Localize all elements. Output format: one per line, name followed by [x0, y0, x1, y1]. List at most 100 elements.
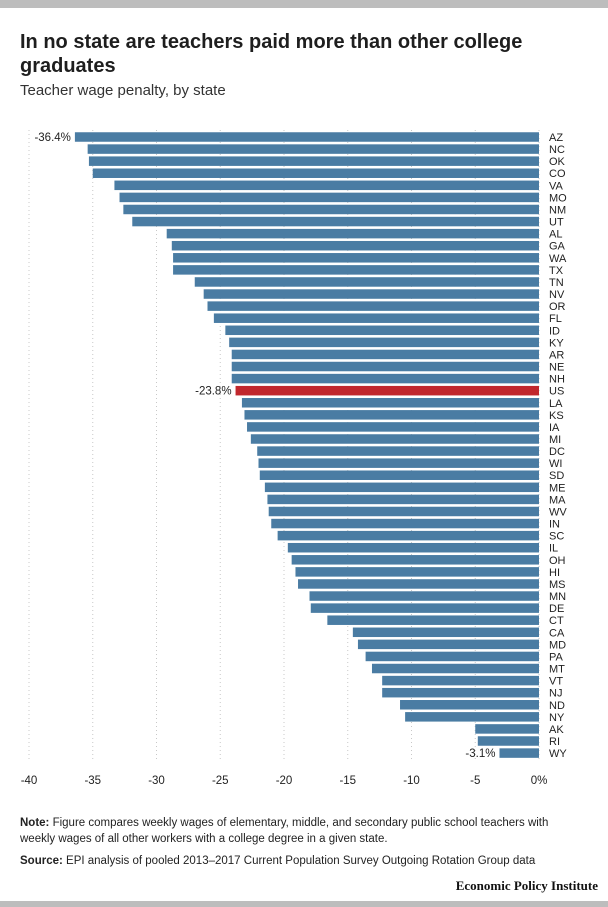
- category-label: IL: [549, 543, 558, 555]
- bar: [264, 482, 539, 493]
- bar: [382, 675, 539, 686]
- bar: [171, 240, 540, 251]
- category-label: WV: [549, 506, 567, 518]
- bar: [123, 204, 539, 215]
- bar: [267, 494, 539, 505]
- chart-subtitle: Teacher wage penalty, by state: [20, 82, 226, 99]
- category-label: AK: [549, 724, 564, 736]
- bar: [382, 687, 539, 698]
- bar: [231, 349, 539, 360]
- bottom-rule: [0, 901, 608, 907]
- category-label: KY: [549, 337, 564, 349]
- category-label: NV: [549, 289, 565, 301]
- bar: [114, 180, 540, 191]
- category-label: HI: [549, 567, 560, 579]
- x-tick-label: -25: [212, 775, 229, 787]
- bar: [119, 192, 540, 203]
- category-label: NJ: [549, 688, 562, 700]
- category-label: WY: [549, 748, 567, 760]
- category-label: ND: [549, 700, 565, 712]
- bar: [87, 144, 540, 154]
- category-label: DC: [549, 446, 565, 458]
- category-label: AZ: [549, 132, 563, 144]
- category-label: LA: [549, 398, 563, 410]
- category-label: WA: [549, 253, 567, 265]
- bar: [258, 458, 539, 468]
- category-label: SD: [549, 470, 564, 482]
- category-label: FL: [549, 313, 562, 325]
- bar: [241, 398, 540, 408]
- category-label: MI: [549, 434, 561, 446]
- category-label: CO: [549, 168, 566, 180]
- category-label: VA: [549, 180, 564, 192]
- category-label: NH: [549, 374, 565, 386]
- chart-title: In no state are teachers paid more than …: [20, 31, 523, 77]
- bar: [225, 325, 539, 336]
- source-label: Source:: [20, 855, 63, 867]
- bar: [231, 373, 539, 384]
- x-tick-label: -35: [84, 775, 101, 787]
- bar: [291, 555, 539, 565]
- category-label: DE: [549, 603, 564, 615]
- bar: [173, 265, 539, 275]
- publisher-logo: Economic Policy Institute: [455, 878, 598, 893]
- bar: [475, 724, 539, 734]
- bar: [499, 748, 539, 758]
- category-label: IN: [549, 519, 560, 531]
- x-tick-label: 0%: [531, 775, 548, 787]
- x-tick-label: -30: [148, 775, 165, 787]
- bar: [244, 410, 539, 420]
- category-label: VT: [549, 676, 563, 688]
- category-label: NC: [549, 144, 565, 156]
- bar: [257, 446, 539, 456]
- bar-chart: AZNCOKCOVAMONMUTALGAWATXTNNVORFLIDKYARNE…: [21, 130, 567, 787]
- x-tick-label: -40: [21, 775, 38, 787]
- category-label: WI: [549, 458, 562, 470]
- bar: [352, 627, 539, 638]
- category-label: AL: [549, 229, 562, 241]
- x-tick-label: -5: [470, 775, 480, 787]
- data-label: -23.8%: [195, 386, 231, 398]
- bar: [203, 289, 540, 299]
- category-label: OR: [549, 301, 566, 313]
- bar: [271, 518, 539, 529]
- bar: [250, 434, 539, 444]
- category-label: MS: [549, 579, 566, 591]
- category-label: TX: [549, 265, 564, 277]
- category-label: RI: [549, 736, 560, 748]
- category-label: CA: [549, 627, 565, 639]
- bar: [357, 639, 539, 650]
- category-label: IA: [549, 422, 560, 434]
- note-label: Note:: [20, 817, 50, 829]
- category-label: ID: [549, 325, 560, 337]
- bar: [268, 506, 539, 517]
- category-label: CT: [549, 615, 564, 627]
- data-label: -3.1%: [465, 748, 495, 760]
- bar: [207, 301, 539, 311]
- category-label: UT: [549, 217, 564, 229]
- bar: [365, 651, 539, 662]
- bar: [298, 579, 539, 589]
- data-label: -36.4%: [34, 132, 70, 144]
- category-label: SC: [549, 531, 564, 543]
- source-text: EPI analysis of pooled 2013–2017 Current…: [62, 855, 536, 867]
- chart-source: Source: EPI analysis of pooled 2013–2017…: [20, 853, 600, 869]
- category-label: GA: [549, 241, 566, 253]
- bar: [229, 337, 540, 348]
- category-label: ME: [549, 482, 566, 494]
- category-label: MA: [549, 494, 566, 506]
- bar: [166, 228, 539, 239]
- category-label: NE: [549, 362, 564, 374]
- x-tick-label: -20: [276, 775, 293, 787]
- top-rule: [0, 0, 608, 8]
- chart-note: Note: Figure compares weekly wages of el…: [20, 815, 580, 847]
- category-label: NM: [549, 204, 566, 216]
- bar: [400, 700, 539, 710]
- bar: [287, 542, 539, 553]
- bar: [310, 603, 539, 613]
- bar: [371, 663, 539, 674]
- category-label: US: [549, 386, 564, 398]
- bar: [92, 168, 539, 178]
- x-tick-label: -15: [339, 775, 356, 787]
- note-text: Figure compares weekly wages of elementa…: [20, 817, 549, 845]
